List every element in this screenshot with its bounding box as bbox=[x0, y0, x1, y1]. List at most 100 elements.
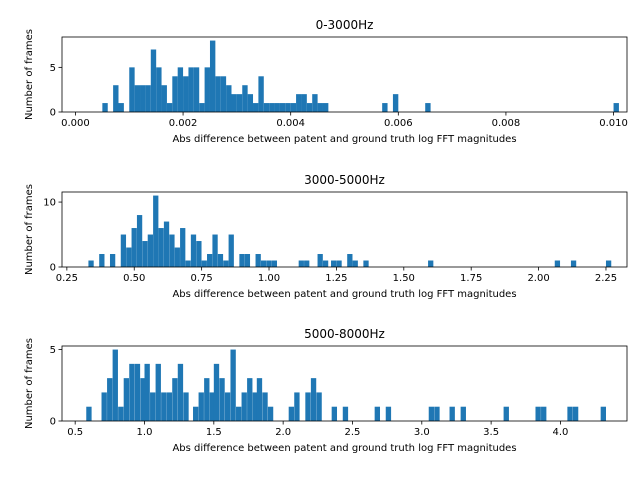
histogram-bar bbox=[567, 406, 573, 421]
x-tick-label: 3.0 bbox=[414, 427, 430, 438]
x-tick-label: 0.008 bbox=[492, 118, 521, 129]
histogram-bar bbox=[605, 260, 612, 267]
histogram-bar bbox=[88, 260, 94, 267]
histogram-bar bbox=[190, 234, 197, 267]
histogram-bar bbox=[285, 103, 291, 112]
histogram-bar bbox=[304, 260, 310, 267]
histogram-bar bbox=[209, 392, 215, 421]
x-axis-label: Abs difference between patent and ground… bbox=[172, 443, 516, 454]
y-tick-label: 10 bbox=[43, 198, 56, 209]
histogram-bar bbox=[212, 234, 218, 267]
histogram-bar bbox=[174, 247, 180, 267]
histogram-bar bbox=[213, 363, 220, 421]
histogram-bar bbox=[185, 260, 191, 267]
histogram-bar bbox=[188, 67, 194, 112]
y-tick-label: 5 bbox=[50, 345, 56, 356]
histogram-bar bbox=[600, 406, 606, 421]
histogram-bar bbox=[294, 392, 300, 421]
histogram-bar bbox=[112, 349, 118, 421]
histogram-bar bbox=[288, 406, 295, 421]
histogram-bar bbox=[298, 260, 304, 267]
histogram-bar bbox=[215, 76, 221, 112]
x-axis-label: Abs difference between patent and ground… bbox=[172, 134, 516, 145]
x-tick-label: 2.5 bbox=[345, 427, 361, 438]
histogram-bar bbox=[428, 260, 434, 267]
histogram-bar bbox=[312, 94, 318, 112]
x-tick-label: 2.0 bbox=[275, 427, 291, 438]
histogram-bar bbox=[306, 103, 313, 112]
histogram-bar bbox=[352, 260, 358, 267]
histogram-bar bbox=[236, 406, 242, 421]
x-tick-label: 0.50 bbox=[123, 273, 145, 284]
histogram-bar bbox=[331, 406, 338, 421]
histogram-bar bbox=[172, 76, 178, 112]
histogram-bar bbox=[109, 254, 116, 267]
histogram-bar bbox=[274, 103, 280, 112]
histogram-bar bbox=[145, 85, 151, 112]
plot-frame bbox=[61, 36, 628, 113]
histogram-bar bbox=[331, 260, 337, 267]
plot-frame bbox=[61, 345, 628, 422]
histogram-bar bbox=[301, 94, 307, 112]
histogram-bar bbox=[230, 349, 236, 421]
histogram-bar bbox=[460, 406, 466, 421]
histogram-bar bbox=[269, 103, 275, 112]
x-tick-label: 0.002 bbox=[169, 118, 198, 129]
histogram-bar bbox=[425, 103, 431, 112]
histogram-bar bbox=[310, 378, 317, 421]
histogram-bar bbox=[305, 392, 311, 421]
histogram-bar bbox=[253, 103, 259, 112]
histogram-bar bbox=[204, 378, 210, 421]
histogram-bar bbox=[374, 406, 380, 421]
histogram-bar bbox=[140, 85, 146, 112]
histogram-bar bbox=[113, 85, 119, 112]
histogram-bar bbox=[382, 103, 388, 112]
histogram-bar bbox=[535, 406, 541, 421]
histogram-bar bbox=[322, 260, 329, 267]
histogram-bar bbox=[107, 378, 113, 421]
histogram-bar bbox=[129, 363, 135, 421]
histogram-bar bbox=[316, 392, 322, 421]
histogram-bar bbox=[209, 40, 216, 112]
histogram-bar bbox=[134, 85, 141, 112]
histogram-bar bbox=[613, 103, 619, 112]
histogram-bar bbox=[131, 228, 137, 267]
histogram-bar bbox=[101, 392, 107, 421]
y-axis-label: Number of frames bbox=[24, 184, 35, 275]
histogram-bar bbox=[180, 228, 186, 267]
histogram-bar bbox=[150, 392, 156, 421]
histogram-bar bbox=[198, 392, 204, 421]
histogram-bar bbox=[204, 67, 210, 112]
histogram-bar bbox=[228, 234, 234, 267]
histogram-bar bbox=[126, 247, 132, 267]
histogram-bar bbox=[140, 378, 146, 421]
histogram-bar bbox=[241, 392, 247, 421]
y-tick-label: 5 bbox=[50, 63, 56, 74]
histogram-bar bbox=[155, 363, 161, 421]
histogram-bar bbox=[199, 103, 205, 112]
histogram-bar bbox=[541, 406, 547, 421]
chart-title: 3000-5000Hz bbox=[304, 173, 385, 187]
histogram-panel-1: 0.000 0.002 0.004 0.006 0.008 0.010 0 5 0-3000Hz… bbox=[24, 18, 628, 145]
histogram-bar bbox=[503, 406, 509, 421]
histogram-bar bbox=[156, 67, 162, 112]
histogram-bar bbox=[392, 94, 399, 112]
histogram-bar bbox=[258, 76, 264, 112]
histogram-bar bbox=[262, 392, 268, 421]
histogram-bar bbox=[220, 76, 227, 112]
x-tick-label: 0.5 bbox=[67, 427, 83, 438]
histogram-bar bbox=[266, 260, 272, 267]
histogram-bar bbox=[263, 103, 270, 112]
histogram-bar bbox=[267, 406, 274, 421]
x-tick-label: 0.75 bbox=[190, 273, 212, 284]
histogram-bar bbox=[244, 254, 251, 267]
histogram-bar bbox=[134, 363, 141, 421]
histogram-bar bbox=[434, 406, 440, 421]
y-tick-label: 0 bbox=[50, 263, 56, 274]
histogram-bar bbox=[570, 260, 577, 267]
histogram-bar bbox=[129, 67, 135, 112]
histogram-bar bbox=[290, 103, 297, 112]
plot-frame bbox=[61, 191, 628, 268]
histogram-panel-3: 0.5 1.0 1.5 2.0 2.5 3.0 3.5 4.0 0 5 5000-8000Hz Abs… bbox=[24, 327, 628, 454]
histogram-bar bbox=[102, 103, 108, 112]
